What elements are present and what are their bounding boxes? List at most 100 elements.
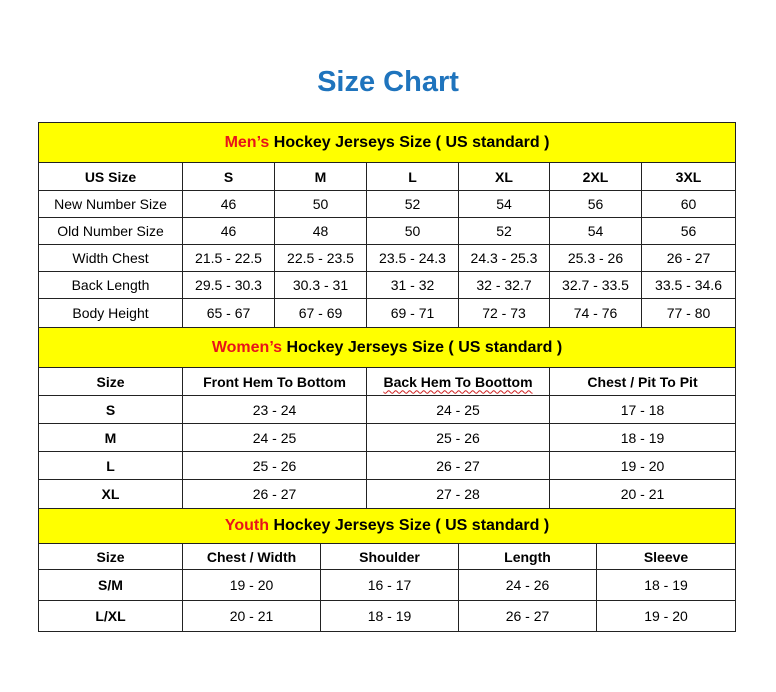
table-cell: 20 - 21 — [548, 479, 737, 509]
table-cell: 16 - 17 — [320, 569, 459, 601]
row-label: New Number Size — [38, 190, 183, 218]
column-header-label: Sleeve — [643, 548, 689, 565]
column-header-label: Size — [96, 373, 125, 390]
column-header-label: L — [408, 168, 417, 185]
table-cell: 65 - 67 — [182, 298, 275, 328]
column-header-label: Chest / Width — [206, 548, 297, 565]
men-size-table: Men’s Hockey Jerseys Size ( US standard … — [37, 122, 737, 328]
column-header-label: 3XL — [675, 168, 702, 185]
table-cell: 21.5 - 22.5 — [182, 244, 275, 272]
row-label: S — [38, 395, 183, 424]
table-row: L 25 - 26 26 - 27 19 - 20 — [38, 451, 737, 480]
women-size-table: Women’s Hockey Jerseys Size ( US standar… — [37, 327, 737, 509]
table-cell: 22.5 - 23.5 — [274, 244, 367, 272]
column-header-label: Shoulder — [359, 548, 420, 565]
column-header: Sleeve — [595, 543, 737, 570]
table-cell: 20 - 21 — [182, 600, 321, 632]
table-cell: 19 - 20 — [595, 600, 737, 632]
row-label: XL — [38, 479, 183, 509]
men-heading-prefix: Men’s — [224, 133, 270, 151]
column-header-label: US Size — [84, 168, 137, 185]
table-row: S 23 - 24 24 - 25 17 - 18 — [38, 395, 737, 424]
row-label: Old Number Size — [38, 217, 183, 245]
table-cell: 19 - 20 — [182, 569, 321, 601]
row-label: M — [38, 423, 183, 452]
column-header-label: Size — [96, 548, 125, 565]
table-row: Back Length 29.5 - 30.3 30.3 - 31 31 - 32 32… — [38, 271, 737, 299]
column-header: L — [366, 162, 459, 191]
table-cell: 33.5 - 34.6 — [640, 271, 737, 299]
table-cell: 72 - 73 — [458, 298, 550, 328]
column-header: Size — [38, 543, 183, 570]
youth-column-header-row: Size Chest / Width Shoulder Length Sleeve — [38, 543, 737, 570]
table-cell: 50 — [274, 190, 367, 218]
men-heading: Men’s Hockey Jerseys Size ( US standard … — [37, 122, 737, 163]
table-cell: 26 - 27 — [458, 600, 597, 632]
table-cell: 18 - 19 — [548, 423, 737, 452]
table-cell: 69 - 71 — [366, 298, 459, 328]
column-header: M — [274, 162, 367, 191]
women-heading-text: Hockey Jerseys Size ( US standard ) — [282, 338, 563, 356]
table-cell: 48 — [274, 217, 367, 245]
men-heading-text: Hockey Jerseys Size ( US standard ) — [269, 133, 550, 151]
table-cell: 54 — [549, 217, 642, 245]
column-header: Chest / Pit To Pit — [548, 367, 737, 396]
row-label: Back Length — [38, 271, 183, 299]
table-cell: 77 - 80 — [640, 298, 737, 328]
women-heading-prefix: Women’s — [211, 338, 283, 356]
table-cell: 23 - 24 — [182, 395, 367, 424]
column-header-label: Chest / Pit To Pit — [587, 373, 698, 390]
table-cell: 52 — [458, 217, 550, 245]
row-label: L — [38, 451, 183, 480]
table-cell: 26 - 27 — [640, 244, 737, 272]
table-cell: 18 - 19 — [595, 569, 737, 601]
column-header-label: XL — [495, 168, 513, 185]
column-header-label: M — [314, 168, 327, 185]
youth-heading-text: Hockey Jerseys Size ( US standard ) — [269, 517, 550, 534]
table-row: S/M 19 - 20 16 - 17 24 - 26 18 - 19 — [38, 569, 737, 601]
table-cell: 32 - 32.7 — [458, 271, 550, 299]
table-cell: 56 — [640, 217, 737, 245]
column-header: Length — [458, 543, 597, 570]
table-cell: 24 - 25 — [182, 423, 367, 452]
table-row: Old Number Size 46 48 50 52 54 56 — [38, 217, 737, 245]
table-cell: 31 - 32 — [366, 271, 459, 299]
page-title: Size Chart — [317, 66, 459, 98]
table-cell: 24 - 25 — [366, 395, 550, 424]
row-label: L/XL — [38, 600, 183, 632]
table-row: Width Chest 21.5 - 22.5 22.5 - 23.5 23.5 - … — [38, 244, 737, 272]
table-cell: 29.5 - 30.3 — [182, 271, 275, 299]
table-row: M 24 - 25 25 - 26 18 - 19 — [38, 423, 737, 452]
column-header-label: S — [223, 168, 234, 185]
table-cell: 67 - 69 — [274, 298, 367, 328]
table-cell: 27 - 28 — [366, 479, 550, 509]
table-cell: 56 — [549, 190, 642, 218]
table-cell: 50 — [366, 217, 459, 245]
table-row: XL 26 - 27 27 - 28 20 - 21 — [38, 479, 737, 509]
table-cell: 30.3 - 31 — [274, 271, 367, 299]
youth-heading-prefix: Youth — [224, 517, 270, 534]
column-header: Front Hem To Bottom — [182, 367, 367, 396]
column-header: Back Hem To Boottom — [366, 367, 550, 396]
men-column-header-row: US Size S M L XL 2XL 3XL — [38, 162, 737, 191]
column-header-label: 2XL — [582, 168, 609, 185]
women-column-header-row: Size Front Hem To Bottom Back Hem To Boott… — [38, 367, 737, 396]
column-header: US Size — [38, 162, 183, 191]
table-cell: 23.5 - 24.3 — [366, 244, 459, 272]
column-header: 3XL — [640, 162, 737, 191]
table-cell: 24 - 26 — [458, 569, 597, 601]
column-header: Shoulder — [320, 543, 459, 570]
table-cell: 46 — [182, 217, 275, 245]
women-heading: Women’s Hockey Jerseys Size ( US standar… — [37, 327, 737, 368]
table-cell: 60 — [640, 190, 737, 218]
table-row: L/XL 20 - 21 18 - 19 26 - 27 19 - 20 — [38, 600, 737, 632]
row-label: S/M — [38, 569, 183, 601]
table-cell: 32.7 - 33.5 — [549, 271, 642, 299]
table-cell: 19 - 20 — [548, 451, 737, 480]
column-header-label: Back Hem To Boottom — [383, 373, 533, 390]
table-cell: 25.3 - 26 — [549, 244, 642, 272]
table-cell: 52 — [366, 190, 459, 218]
table-cell: 25 - 26 — [366, 423, 550, 452]
table-cell: 74 - 76 — [549, 298, 642, 328]
table-row: Body Height 65 - 67 67 - 69 69 - 71 72 - 73 7… — [38, 298, 737, 328]
